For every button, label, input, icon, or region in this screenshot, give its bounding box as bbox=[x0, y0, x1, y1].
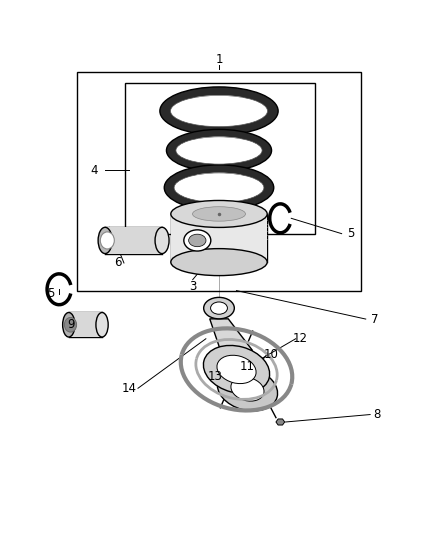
Ellipse shape bbox=[96, 312, 108, 337]
Text: 14: 14 bbox=[122, 382, 137, 395]
Polygon shape bbox=[69, 312, 102, 337]
Polygon shape bbox=[171, 214, 267, 262]
Text: 7: 7 bbox=[371, 312, 378, 326]
Ellipse shape bbox=[217, 356, 256, 384]
Ellipse shape bbox=[160, 87, 278, 135]
Ellipse shape bbox=[174, 173, 264, 203]
Text: 12: 12 bbox=[293, 332, 307, 345]
Ellipse shape bbox=[164, 165, 274, 211]
Text: 6: 6 bbox=[113, 256, 121, 270]
Text: 8: 8 bbox=[373, 408, 380, 421]
Text: 9: 9 bbox=[67, 318, 75, 331]
Ellipse shape bbox=[171, 248, 267, 276]
Text: 13: 13 bbox=[207, 369, 222, 383]
Text: 10: 10 bbox=[264, 348, 279, 361]
Polygon shape bbox=[210, 319, 253, 351]
Ellipse shape bbox=[204, 297, 234, 319]
Ellipse shape bbox=[166, 130, 272, 172]
Ellipse shape bbox=[203, 345, 270, 393]
Text: 11: 11 bbox=[240, 360, 255, 373]
Ellipse shape bbox=[98, 227, 112, 254]
Text: 5: 5 bbox=[347, 227, 354, 240]
Ellipse shape bbox=[100, 232, 114, 249]
Ellipse shape bbox=[189, 234, 206, 247]
Bar bbox=[77, 71, 361, 290]
Ellipse shape bbox=[231, 377, 264, 401]
Text: 3: 3 bbox=[189, 280, 196, 293]
Ellipse shape bbox=[63, 312, 75, 337]
Ellipse shape bbox=[64, 317, 77, 332]
Ellipse shape bbox=[155, 227, 169, 254]
Ellipse shape bbox=[217, 367, 278, 411]
Ellipse shape bbox=[171, 200, 267, 228]
Text: 4: 4 bbox=[90, 164, 98, 176]
Ellipse shape bbox=[193, 207, 245, 221]
Ellipse shape bbox=[176, 137, 262, 164]
Text: 5: 5 bbox=[47, 287, 54, 300]
Polygon shape bbox=[105, 227, 162, 254]
Polygon shape bbox=[276, 419, 285, 425]
Ellipse shape bbox=[211, 302, 227, 314]
Ellipse shape bbox=[184, 230, 211, 251]
Ellipse shape bbox=[170, 95, 268, 127]
Bar bbox=[125, 83, 315, 233]
Text: 1: 1 bbox=[215, 53, 223, 66]
